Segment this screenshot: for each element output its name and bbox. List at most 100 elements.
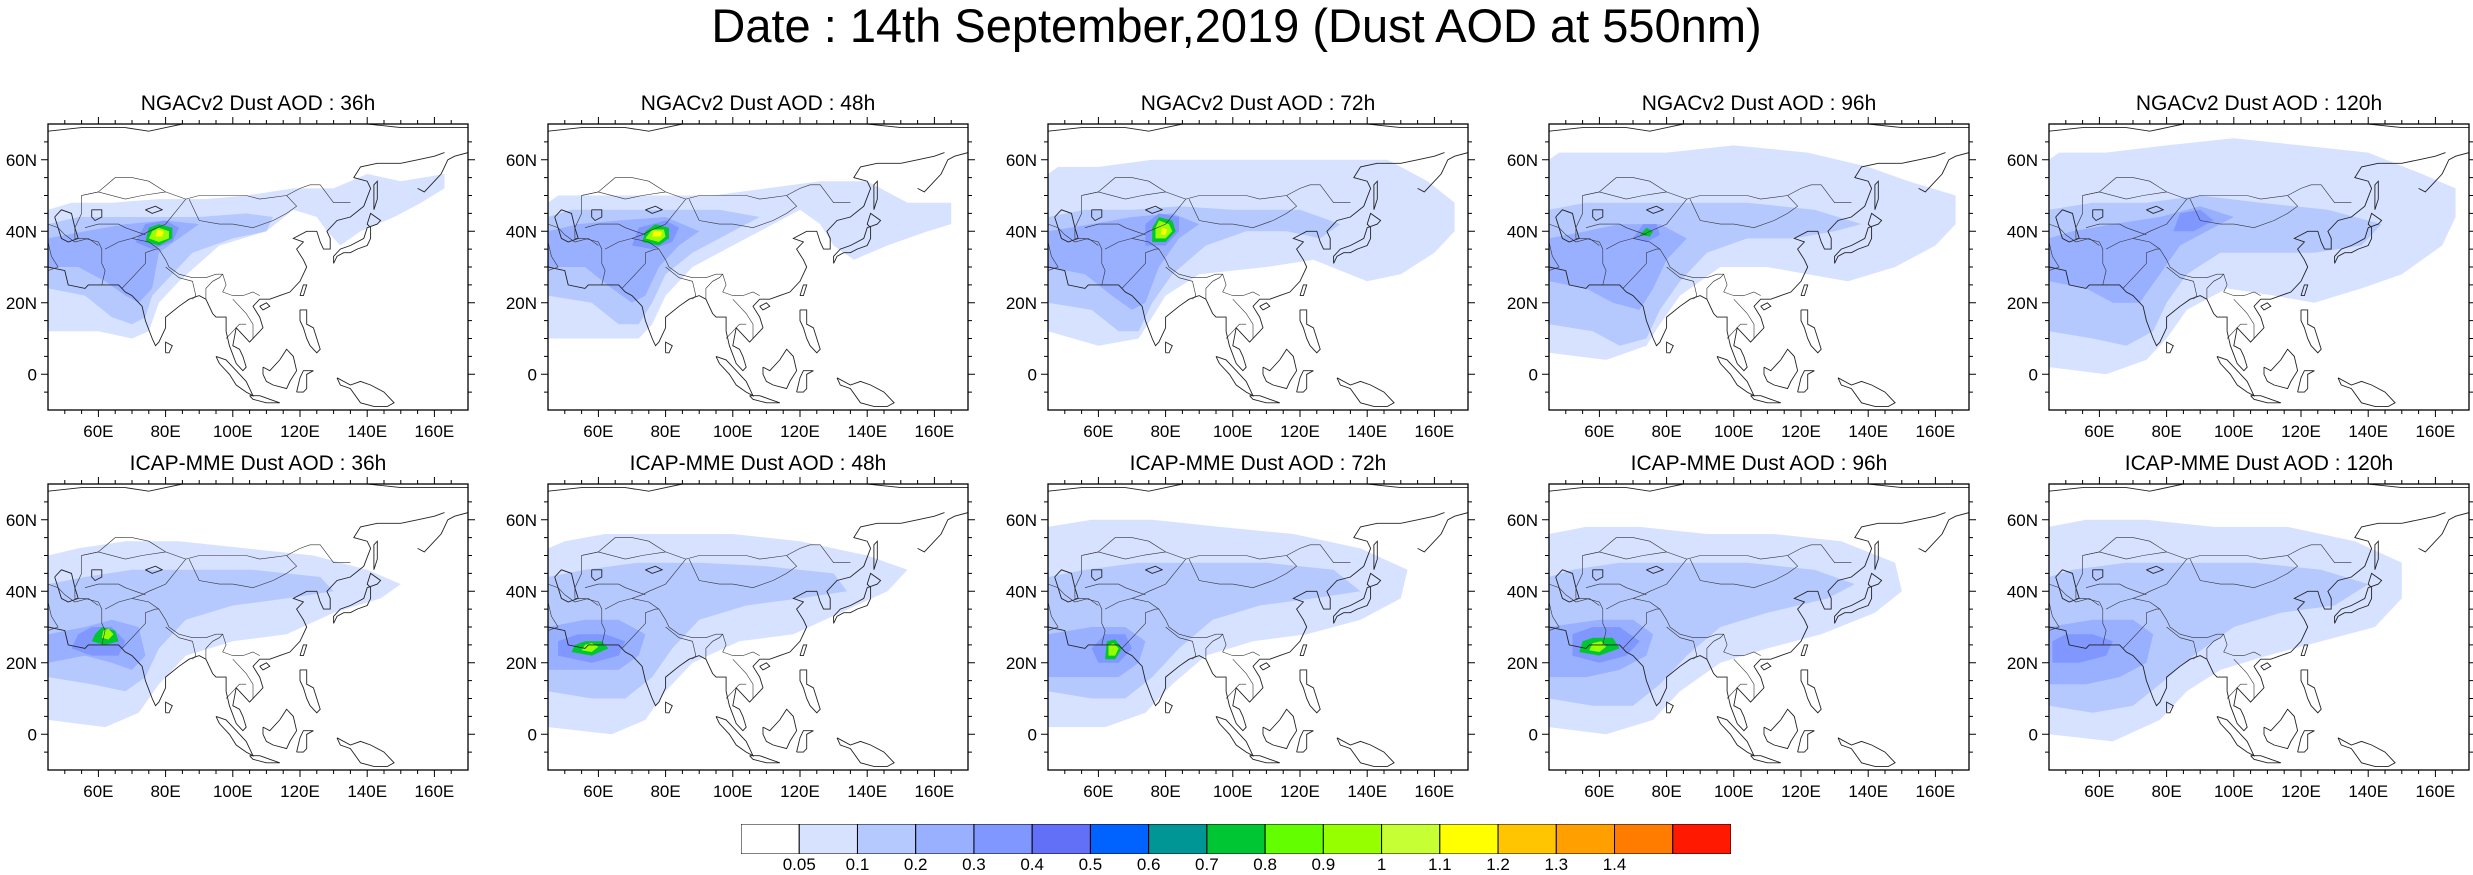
- country-border: [1706, 273, 1724, 300]
- country-border: [1048, 223, 1099, 246]
- dust-plume-high: [1549, 224, 1687, 310]
- lat-tick-label: 20N: [1006, 294, 1037, 313]
- coastline: [2263, 348, 2299, 390]
- coastline: [336, 737, 395, 767]
- coastline: [2216, 715, 2255, 757]
- country-border: [1048, 583, 1099, 606]
- country-border: [1733, 658, 1755, 699]
- panel-title: NGACv2 Dust AOD : 48h: [640, 92, 876, 115]
- coastline: [548, 484, 968, 492]
- coastline: [1299, 644, 1308, 657]
- country-border: [2049, 601, 2060, 631]
- colorbar-tick-label: 0.2: [903, 855, 928, 874]
- lon-tick-label: 120E: [1280, 422, 1320, 441]
- coastline: [1373, 180, 1378, 210]
- coastline: [1666, 701, 1674, 714]
- lat-tick-label: 60N: [1507, 151, 1538, 170]
- lon-tick-label: 160E: [1415, 782, 1455, 801]
- country-border: [1733, 298, 1755, 339]
- lon-tick-label: 120E: [2281, 782, 2321, 801]
- lon-tick-label: 120E: [1781, 422, 1821, 441]
- country-border: [121, 608, 159, 649]
- lon-tick-label: 100E: [1213, 422, 1253, 441]
- country-border: [1225, 683, 1247, 699]
- country-border: [1622, 608, 1660, 649]
- country-border: [732, 658, 754, 699]
- panel-title: ICAP-MME Dust AOD : 48h: [629, 452, 887, 475]
- panel-title: ICAP-MME Dust AOD : 36h: [129, 452, 387, 475]
- country-border: [1048, 601, 1059, 631]
- country-border: [1074, 177, 1186, 285]
- country-border: [1689, 555, 1799, 589]
- country-border: [2226, 683, 2248, 699]
- coastline: [1549, 152, 1946, 372]
- coastline: [333, 572, 382, 624]
- country-border: [548, 223, 599, 246]
- coastline: [1417, 152, 1468, 193]
- coastline: [836, 737, 895, 767]
- colorbar-swatch: [1206, 823, 1266, 855]
- coastline: [2300, 669, 2322, 714]
- country-border: [1689, 195, 1799, 229]
- coastline: [1215, 715, 1254, 757]
- panel-title: NGACv2 Dust AOD : 36h: [140, 92, 376, 115]
- lon-tick-label: 140E: [1347, 782, 1387, 801]
- lon-tick-label: 60E: [1083, 422, 1113, 441]
- panel-title: ICAP-MME Dust AOD : 72h: [1129, 452, 1387, 475]
- lon-tick-label: 80E: [650, 782, 680, 801]
- lon-tick-label: 60E: [1584, 422, 1614, 441]
- country-border: [2189, 555, 2299, 589]
- coastline: [1299, 284, 1308, 297]
- colorbar-tick-label: 1.2: [1486, 855, 1510, 874]
- coastline: [1296, 370, 1314, 393]
- lon-tick-label: 140E: [2348, 782, 2388, 801]
- coastline: [1750, 755, 1781, 764]
- coastline: [1549, 484, 1969, 492]
- coastline: [548, 124, 968, 132]
- dust-plume-hot: [1108, 643, 1119, 656]
- coastline: [1333, 212, 1382, 264]
- country-border: [2082, 551, 2167, 560]
- coastline: [299, 669, 321, 714]
- lon-tick-label: 120E: [280, 782, 320, 801]
- dust-aod-map: 60E 80E 100E 120E 140E 160E 60N 40N 20N 0: [506, 477, 975, 801]
- coastline: [373, 180, 378, 210]
- country-border: [1121, 248, 1159, 289]
- lon-tick-label: 80E: [1150, 782, 1180, 801]
- figure-title: Date : 14th September,2019 (Dust AOD at …: [711, 0, 1762, 52]
- coastline: [1145, 565, 1164, 574]
- coastline: [417, 512, 468, 553]
- coastline: [1874, 540, 1879, 570]
- country-border: [81, 191, 166, 200]
- coastline: [1091, 209, 1103, 222]
- coastline: [917, 512, 968, 553]
- lat-tick-label: 0: [2029, 365, 2038, 384]
- dust-aod-map: 60E 80E 100E 120E 140E 160E 60N 40N 20N 0: [2007, 117, 2473, 441]
- lat-tick-label: 40N: [506, 582, 537, 601]
- coastline: [1262, 348, 1298, 390]
- country-border: [2132, 238, 2261, 296]
- coastline: [2146, 205, 2165, 214]
- coastline: [296, 730, 314, 753]
- country-border: [665, 626, 697, 660]
- lat-tick-label: 0: [1529, 365, 1538, 384]
- country-border: [2075, 537, 2187, 645]
- lat-tick-label: 40N: [2007, 222, 2038, 241]
- colorbar-swatch: [1439, 823, 1499, 855]
- country-border: [1632, 238, 1761, 296]
- country-border: [2049, 583, 2100, 606]
- coastline: [48, 124, 468, 132]
- country-border: [2075, 177, 2187, 285]
- coastline: [299, 644, 308, 657]
- country-border: [1605, 184, 1852, 250]
- colorbar-tick-label: 0.9: [1311, 855, 1336, 874]
- country-border: [2233, 658, 2255, 699]
- dust-plume-core: [1160, 227, 1168, 235]
- country-border: [1706, 633, 1724, 660]
- panel-title: NGACv2 Dust AOD : 72h: [1140, 92, 1376, 115]
- lat-tick-label: 20N: [506, 654, 537, 673]
- coastline: [1549, 512, 1946, 732]
- country-border: [1549, 601, 1560, 631]
- country-border: [732, 298, 754, 339]
- lat-tick-label: 40N: [506, 222, 537, 241]
